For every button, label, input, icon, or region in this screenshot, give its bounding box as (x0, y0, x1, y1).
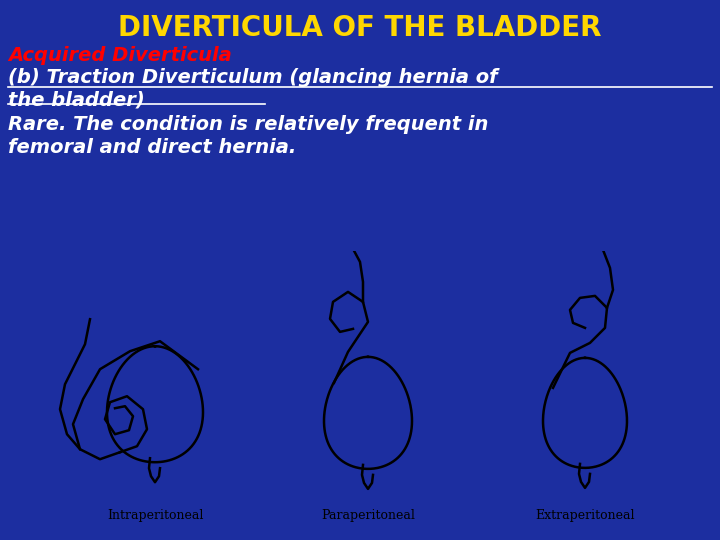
Text: DIVERTICULA OF THE BLADDER: DIVERTICULA OF THE BLADDER (118, 14, 602, 42)
Text: Extraperitoneal: Extraperitoneal (535, 509, 635, 522)
Text: Rare. The condition is relatively frequent in
femoral and direct hernia.: Rare. The condition is relatively freque… (8, 115, 488, 157)
Text: Paraperitoneal: Paraperitoneal (321, 509, 415, 522)
Text: Intraperitoneal: Intraperitoneal (107, 509, 203, 522)
Text: Acquired Diverticula: Acquired Diverticula (8, 46, 232, 65)
Text: (b) Traction Diverticulum (glancing hernia of
the bladder): (b) Traction Diverticulum (glancing hern… (8, 68, 498, 110)
